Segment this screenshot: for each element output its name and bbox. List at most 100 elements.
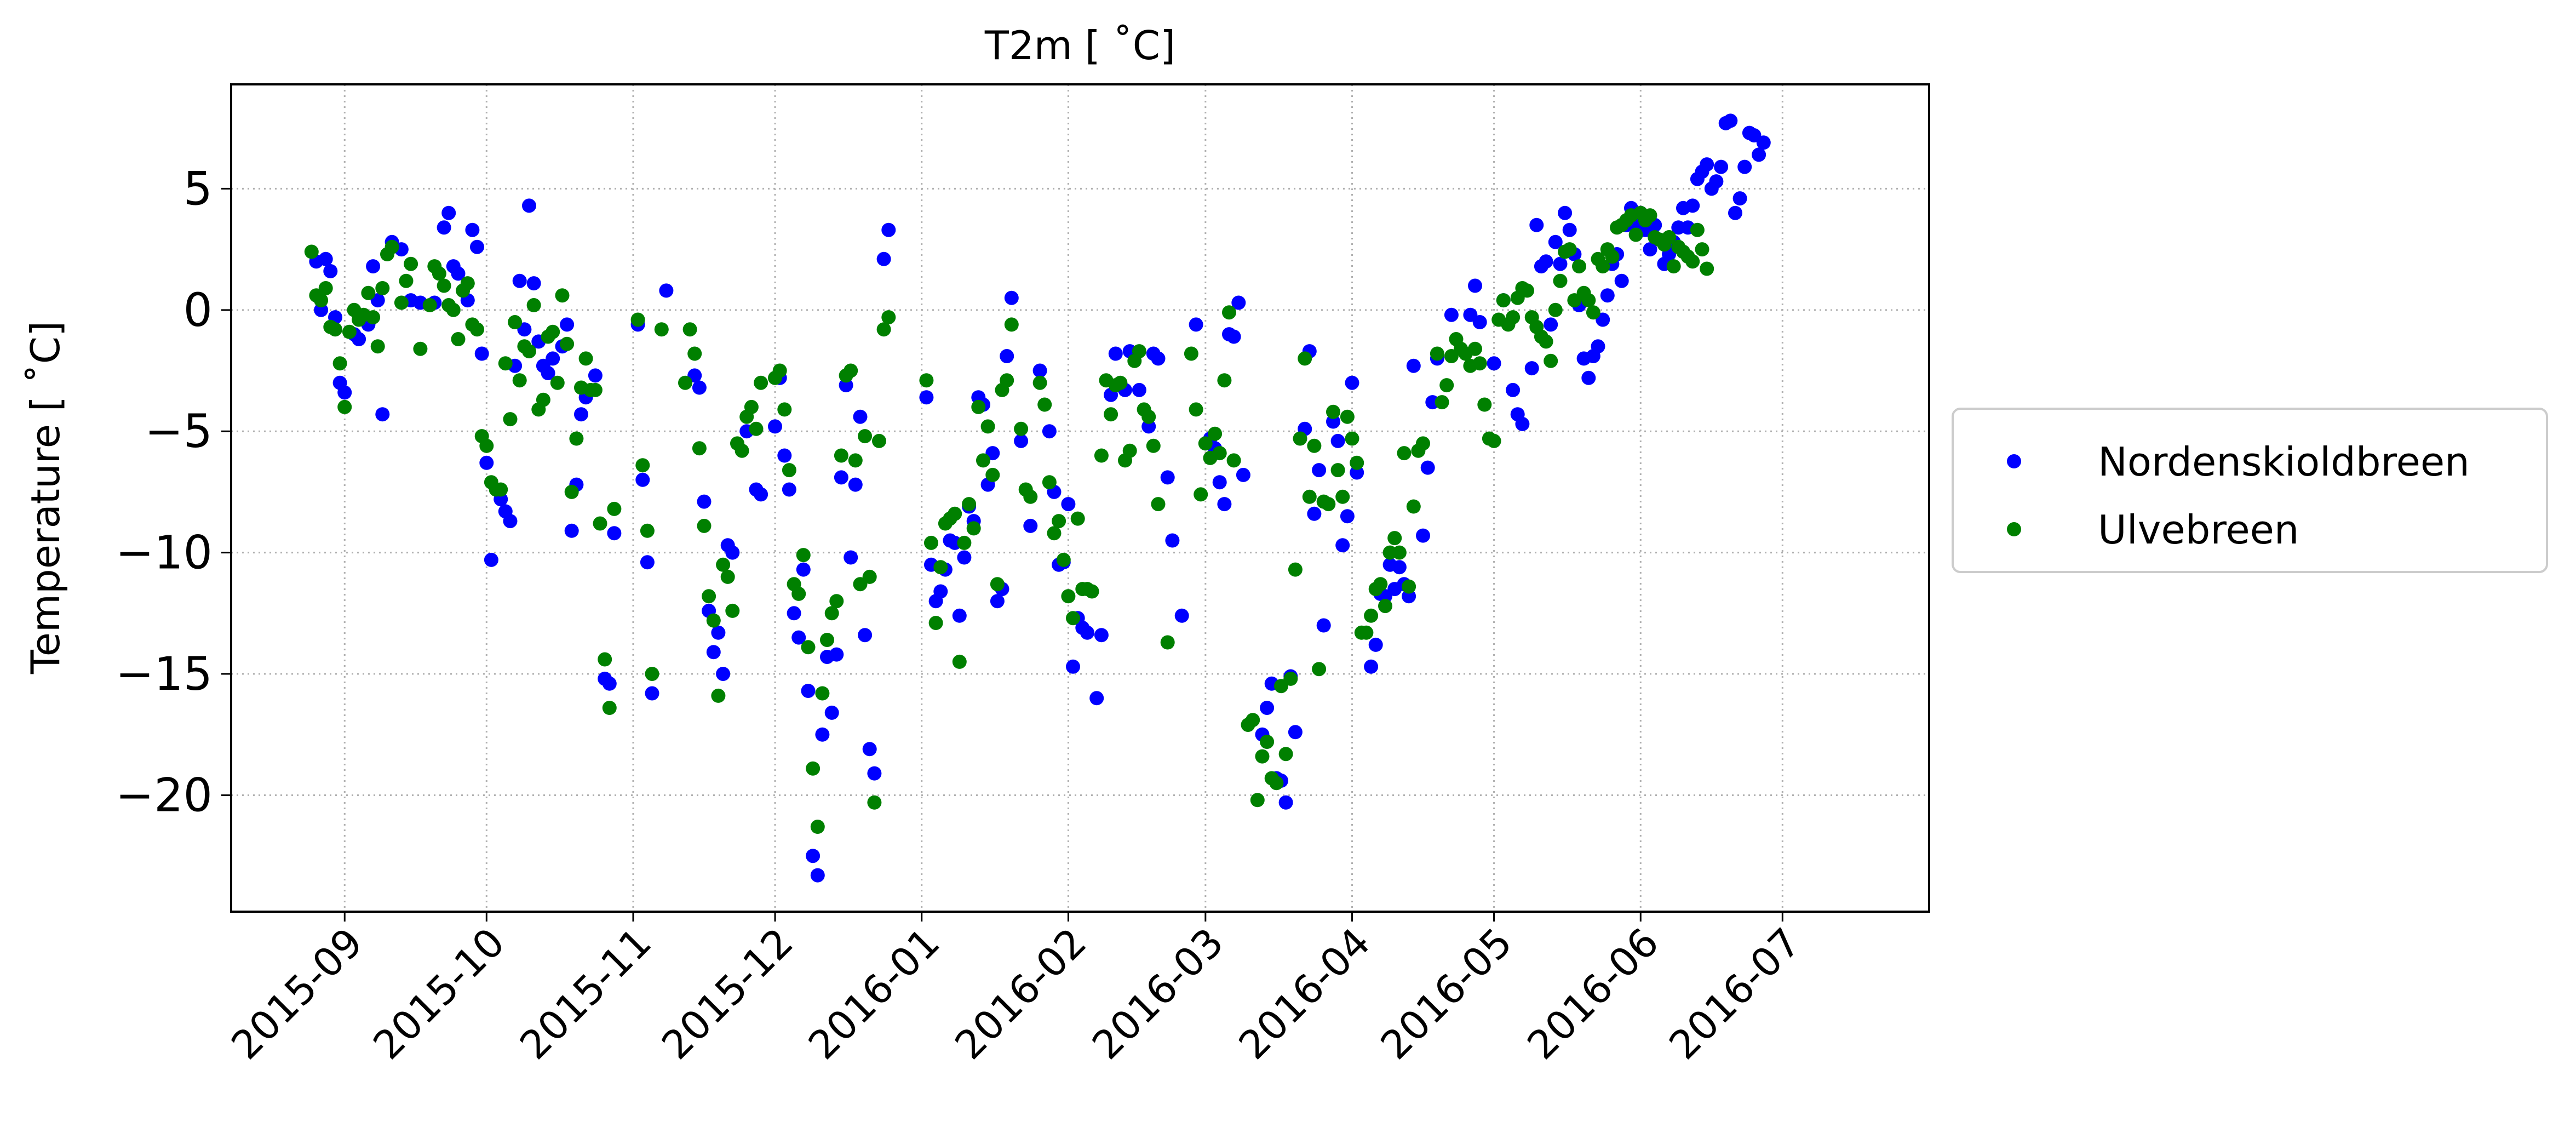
ulvebreen-point bbox=[749, 421, 764, 436]
ulvebreen-point bbox=[796, 548, 811, 563]
y-axis: 5 0 −5 −10 −15 −20 bbox=[116, 162, 231, 822]
ulvebreen-point bbox=[933, 560, 948, 575]
ulvebreen-point bbox=[1472, 356, 1487, 371]
nordenskioldbreen-point bbox=[1728, 205, 1742, 220]
nordenskioldbreen-point bbox=[1212, 475, 1227, 490]
ulvebreen-point bbox=[1416, 436, 1430, 451]
ulvebreen-point bbox=[593, 516, 607, 531]
ulvebreen-point bbox=[1364, 608, 1379, 623]
y-axis-label: Temperature [ ˚C] bbox=[22, 321, 68, 674]
nordenskioldbreen-point bbox=[1260, 701, 1275, 715]
ulvebreen-point bbox=[876, 322, 891, 337]
ulvebreen-point bbox=[1581, 293, 1596, 308]
ulvebreen-point bbox=[1122, 443, 1137, 458]
ulvebreen-point bbox=[318, 281, 333, 295]
ulvebreen-point bbox=[630, 312, 645, 327]
nordenskioldbreen-point bbox=[867, 766, 882, 781]
ulvebreen-point bbox=[1037, 397, 1052, 412]
ulvebreen-point bbox=[1312, 662, 1327, 677]
nordenskioldbreen-point bbox=[1506, 382, 1521, 397]
ulvebreen-point bbox=[640, 523, 655, 538]
nordenskioldbreen-point bbox=[692, 380, 707, 395]
nordenskioldbreen-point bbox=[337, 385, 352, 400]
nordenskioldbreen-point bbox=[1752, 147, 1766, 162]
ulvebreen-point bbox=[952, 654, 967, 669]
nordenskioldbreen-point bbox=[1700, 157, 1714, 172]
ulvebreen-point bbox=[1643, 208, 1657, 223]
nordenskioldbreen-point bbox=[815, 727, 830, 742]
nordenskioldbreen-point bbox=[1288, 725, 1303, 740]
nordenskioldbreen-point bbox=[754, 487, 768, 502]
legend-label-nordenskioldbreen[interactable]: Nordenskioldbreen bbox=[2098, 439, 2470, 485]
ulvebreen-point bbox=[772, 363, 787, 378]
ulvebreen-point bbox=[1302, 489, 1317, 504]
nordenskioldbreen-point bbox=[791, 630, 806, 645]
nordenskioldbreen-point bbox=[1515, 416, 1530, 431]
nordenskioldbreen-point bbox=[1487, 356, 1501, 371]
nordenskioldbreen-point bbox=[1581, 370, 1596, 385]
nordenskioldbreen-point bbox=[659, 283, 674, 298]
plot-frame bbox=[230, 83, 1930, 913]
nordenskioldbreen-point bbox=[862, 742, 877, 757]
y-tick-label: 0 bbox=[183, 283, 213, 337]
ulvebreen-point bbox=[1113, 375, 1128, 390]
ulvebreen-point bbox=[1004, 317, 1019, 332]
ulvebreen-point bbox=[550, 375, 565, 390]
nordenskioldbreen-point bbox=[1151, 351, 1166, 366]
ulvebreen-point bbox=[1345, 431, 1359, 446]
ulvebreen-point bbox=[1269, 776, 1284, 791]
nordenskioldbreen-point bbox=[564, 523, 579, 538]
ulvebreen-point bbox=[437, 278, 451, 293]
ulvebreen-point bbox=[1685, 254, 1700, 269]
ulvebreen-point bbox=[872, 433, 886, 448]
nordenskioldbreen-point bbox=[876, 251, 891, 266]
ulvebreen-point bbox=[697, 518, 712, 533]
ulvebreen-point bbox=[867, 795, 882, 810]
ulvebreen-point bbox=[1373, 577, 1388, 592]
nordenskioldbreen-point bbox=[323, 264, 338, 278]
nordenskioldbreen-point bbox=[881, 222, 896, 237]
ulvebreen-point bbox=[1298, 351, 1312, 366]
legend-label-ulvebreen[interactable]: Ulvebreen bbox=[2098, 507, 2299, 553]
ulvebreen-point bbox=[536, 392, 550, 407]
nordenskioldbreen-point bbox=[1544, 317, 1558, 332]
ulvebreen-point bbox=[1014, 421, 1029, 436]
nordenskioldbreen-point bbox=[1312, 463, 1327, 478]
ulvebreen-point bbox=[1397, 446, 1412, 461]
ulvebreen-point bbox=[844, 363, 858, 378]
nordenskioldbreen-point bbox=[474, 346, 489, 361]
ulvebreen-point bbox=[1260, 735, 1275, 749]
ulvebreen-point bbox=[962, 497, 977, 512]
nordenskioldbreen-point bbox=[522, 198, 536, 213]
nordenskioldbreen-point bbox=[437, 220, 451, 235]
nordenskioldbreen-point bbox=[574, 407, 588, 422]
ulvebreen-point bbox=[687, 346, 702, 361]
nordenskioldbreen-point bbox=[1023, 518, 1038, 533]
ulvebreen-point bbox=[1255, 749, 1270, 764]
nordenskioldbreen-point bbox=[858, 628, 873, 643]
ulvebreen-point bbox=[725, 603, 740, 618]
ulvebreen-point bbox=[1042, 475, 1057, 490]
ulvebreen-point bbox=[1307, 438, 1322, 453]
nordenskioldbreen-point bbox=[1553, 256, 1568, 271]
ulvebreen-point bbox=[1085, 584, 1099, 599]
ulvebreen-point bbox=[366, 310, 381, 325]
y-tick-label: −5 bbox=[145, 404, 213, 458]
ulvebreen-point bbox=[399, 273, 414, 288]
ulvebreen-point bbox=[716, 557, 731, 572]
ulvebreen-point bbox=[702, 589, 716, 604]
ulvebreen-point bbox=[342, 324, 357, 339]
ulvebreen-point bbox=[957, 535, 972, 550]
ulvebreen-point bbox=[1439, 378, 1454, 393]
nordenskioldbreen-point bbox=[1316, 618, 1331, 633]
nordenskioldbreen-point bbox=[706, 645, 721, 660]
ulvebreen-point bbox=[1212, 446, 1227, 461]
ulvebreen-point bbox=[494, 482, 508, 497]
ulvebreen-point bbox=[1023, 489, 1038, 504]
nordenskioldbreen-point bbox=[1004, 290, 1019, 305]
legend[interactable]: Nordenskioldbreen Ulvebreen bbox=[1952, 408, 2548, 573]
ulvebreen-point bbox=[1066, 611, 1080, 626]
y-tick-label: 5 bbox=[183, 162, 213, 215]
ulvebreen-point bbox=[1047, 526, 1062, 541]
ulvebreen-point bbox=[564, 484, 579, 499]
